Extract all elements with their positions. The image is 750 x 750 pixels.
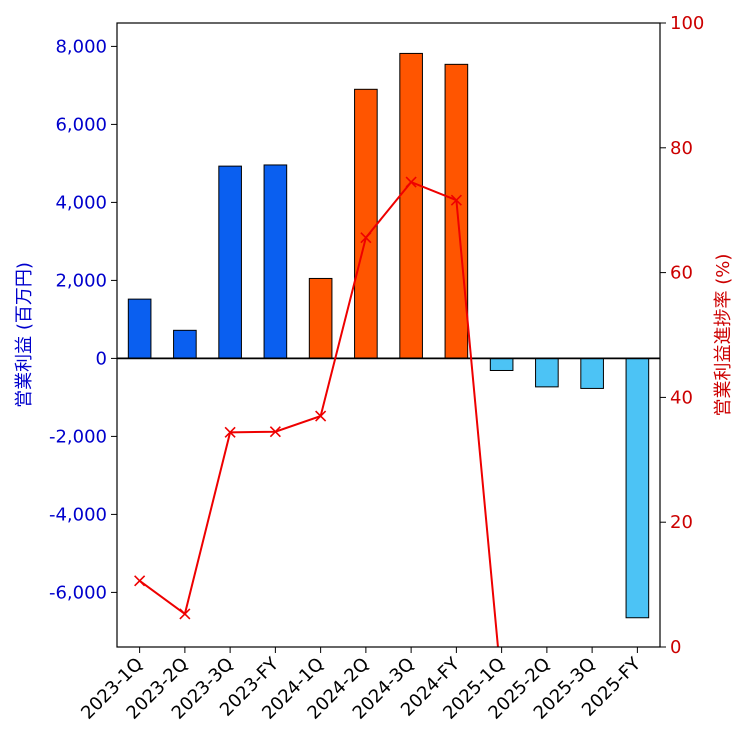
progress-marker-2024-3Q <box>405 176 417 188</box>
left-tick-label: 0 <box>96 348 107 369</box>
progress-line-series <box>134 176 499 647</box>
bar-2023-3Q <box>218 165 242 359</box>
bar-2023-2Q <box>173 329 197 359</box>
right-tick-label: 40 <box>670 387 693 408</box>
right-tick-label: 20 <box>670 512 693 533</box>
left-tick-label: -4,000 <box>49 504 107 525</box>
left-tick-label: 8,000 <box>55 36 107 57</box>
left-tick-label: 4,000 <box>55 192 107 213</box>
bar-2024-3Q <box>399 52 423 359</box>
bar-2024-2Q <box>354 88 378 359</box>
bar-2024-FY <box>444 63 469 359</box>
progress-marker-2023-2Q <box>179 608 191 620</box>
left-tick-label: -6,000 <box>49 582 107 603</box>
bar-2025-3Q <box>580 357 604 389</box>
progress-marker-2024-2Q <box>360 232 372 244</box>
left-axis-label: 営業利益 (百万円) <box>14 262 35 408</box>
progress-marker-2023-3Q <box>224 426 236 438</box>
bar-2023-1Q <box>127 298 152 359</box>
left-tick-label: -2,000 <box>49 426 107 447</box>
right-axis-label: 営業利益進捗率 (%) <box>713 254 734 417</box>
right-tick-label: 0 <box>670 637 681 658</box>
plot-frame <box>116 22 661 648</box>
bar-2023-FY <box>263 164 288 359</box>
left-tick-label: 6,000 <box>55 114 107 135</box>
right-y-axis: 0 20 40 60 80 100 <box>660 13 704 658</box>
right-tick-label: 80 <box>670 138 693 159</box>
bar-2025-2Q <box>535 357 559 388</box>
bar-series <box>127 52 650 619</box>
progress-marker-2024-FY <box>450 194 462 206</box>
progress-marker-2023-1Q <box>134 575 146 587</box>
x-axis: 2023-1Q2023-2Q2023-3Q2023-FY2024-1Q2024-… <box>77 647 646 724</box>
left-y-axis: -6,000 -4,000 -2,000 0 2,000 4,000 6,000 8,000 <box>49 36 117 603</box>
progress-marker-2023-FY <box>269 426 281 438</box>
progress-marker-2024-1Q <box>315 410 327 422</box>
right-tick-label: 100 <box>670 13 704 34</box>
bar-2025-FY <box>625 357 650 619</box>
left-tick-label: 2,000 <box>55 270 107 291</box>
bar-2024-1Q <box>308 277 333 359</box>
bar-2025-1Q <box>489 357 514 371</box>
right-tick-label: 60 <box>670 263 693 284</box>
